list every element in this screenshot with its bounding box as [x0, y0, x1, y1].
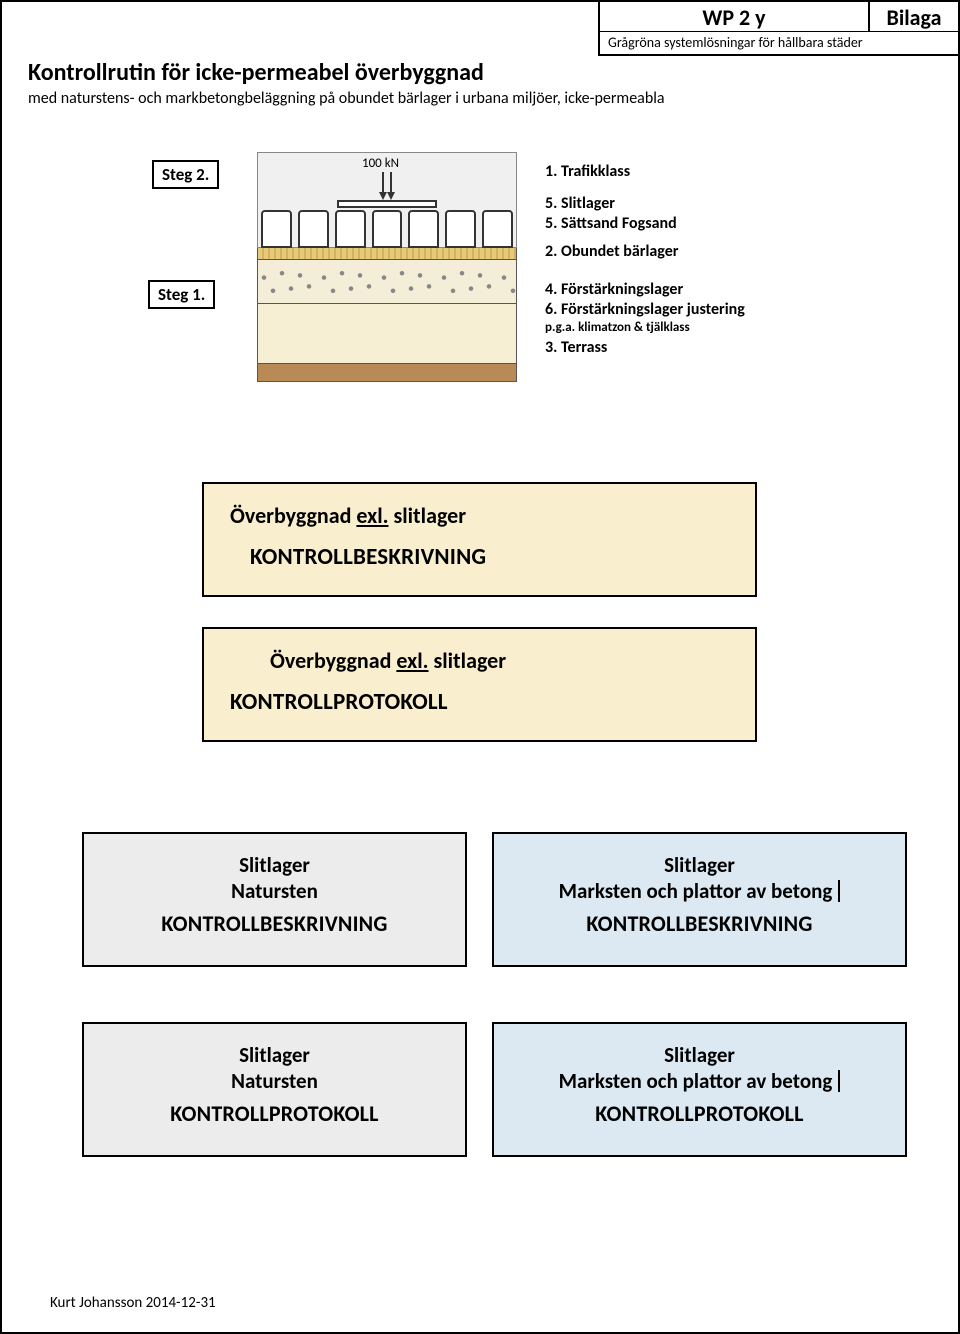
header-bilaga: Bilaga	[868, 2, 958, 31]
paver	[298, 210, 329, 248]
pipe-icon	[838, 880, 840, 902]
annot-slitlager: 5. Slitlager	[545, 194, 615, 214]
annot-forstarkningslager: 4. Förstärkningslager	[545, 280, 683, 300]
box-main: KONTROLLBESKRIVNING	[250, 543, 729, 571]
title-block: Kontrollrutin för icke-permeabel överbyg…	[28, 58, 665, 108]
header-wp: WP 2 y	[600, 2, 868, 31]
paver	[261, 210, 292, 248]
annot-sattsand: 5. Sättsand Fogsand	[545, 214, 677, 234]
box-line1: Slitlager	[110, 1042, 439, 1068]
box-overbyggnad-kontrollbeskrivning: Överbyggnad exl. slitlager KONTROLLBESKR…	[202, 482, 757, 597]
cross-section-diagram: 100 kN	[117, 152, 537, 412]
annot-forstarkningslager-justering: 6. Förstärkningslager justering	[545, 300, 745, 320]
box-line2: Natursten	[110, 1068, 439, 1094]
box-line2-text: Marksten och plattor av betong	[559, 878, 833, 904]
load-plate	[337, 200, 437, 208]
layer-reinforcement	[257, 304, 517, 364]
header-subtitle: Grågröna systemlösningar för hållbara st…	[600, 32, 958, 54]
box-line2: Marksten och plattor av betong	[520, 878, 879, 904]
annot-obundet-barlager: 2. Obundet bärlager	[545, 242, 678, 262]
layer-bedding-sand	[257, 248, 517, 260]
page-subtitle: med naturstens- och markbetongbeläggning…	[28, 89, 665, 108]
annot-trafikklass: 1. Trafikklass	[545, 162, 630, 182]
load-arrow-icon	[380, 172, 394, 202]
paver	[445, 210, 476, 248]
box-line2: Marksten och plattor av betong	[520, 1068, 879, 1094]
box-main: KONTROLLBESKRIVNING	[520, 910, 879, 937]
title-underlined: exl.	[356, 502, 388, 529]
footer-author-date: Kurt Johansson 2014-12-31	[50, 1294, 216, 1312]
title-pre: Överbyggnad	[270, 647, 396, 674]
box-main: KONTROLLPROTOKOLL	[230, 688, 729, 716]
title-post: slitlager	[429, 647, 507, 674]
box-main: KONTROLLBESKRIVNING	[110, 910, 439, 937]
box-overbyggnad-kontrollprotokoll: Överbyggnad exl. slitlager KONTROLLPROTO…	[202, 627, 757, 742]
pavers-row	[257, 210, 517, 248]
box-marksten-kontrollbeskrivning: Slitlager Marksten och plattor av betong…	[492, 832, 907, 967]
box-title: Överbyggnad exl. slitlager	[230, 502, 729, 529]
box-main: KONTROLLPROTOKOLL	[110, 1100, 439, 1127]
box-line2: Natursten	[110, 878, 439, 904]
page: WP 2 y Bilaga Grågröna systemlösningar f…	[0, 0, 960, 1334]
paver	[335, 210, 366, 248]
paver	[372, 210, 403, 248]
title-underlined: exl.	[396, 647, 428, 674]
load-label: 100 kN	[362, 156, 399, 171]
paver	[408, 210, 439, 248]
pipe-icon	[838, 1070, 840, 1092]
box-line2-text: Marksten och plattor av betong	[559, 1068, 833, 1094]
box-marksten-kontrollprotokoll: Slitlager Marksten och plattor av betong…	[492, 1022, 907, 1157]
title-pre: Överbyggnad	[230, 502, 356, 529]
annot-terrass: 3. Terrass	[545, 338, 607, 358]
header-box: WP 2 y Bilaga Grågröna systemlösningar f…	[598, 2, 958, 56]
box-main: KONTROLLPROTOKOLL	[520, 1100, 879, 1127]
title-post: slitlager	[389, 502, 467, 529]
layer-terrace	[257, 364, 517, 382]
header-row-top: WP 2 y Bilaga	[600, 2, 958, 32]
box-line1: Slitlager	[520, 1042, 879, 1068]
box-line1: Slitlager	[520, 852, 879, 878]
page-title: Kontrollrutin för icke-permeabel överbyg…	[28, 58, 665, 87]
box-title: Överbyggnad exl. slitlager	[270, 647, 729, 674]
layer-base-course	[257, 260, 517, 304]
paver	[482, 210, 513, 248]
annot-klimatzon: p.g.a. klimatzon & tjälklass	[545, 320, 690, 336]
box-line1: Slitlager	[110, 852, 439, 878]
box-natursten-kontrollbeskrivning: Slitlager Natursten KONTROLLBESKRIVNING	[82, 832, 467, 967]
box-natursten-kontrollprotokoll: Slitlager Natursten KONTROLLPROTOKOLL	[82, 1022, 467, 1157]
